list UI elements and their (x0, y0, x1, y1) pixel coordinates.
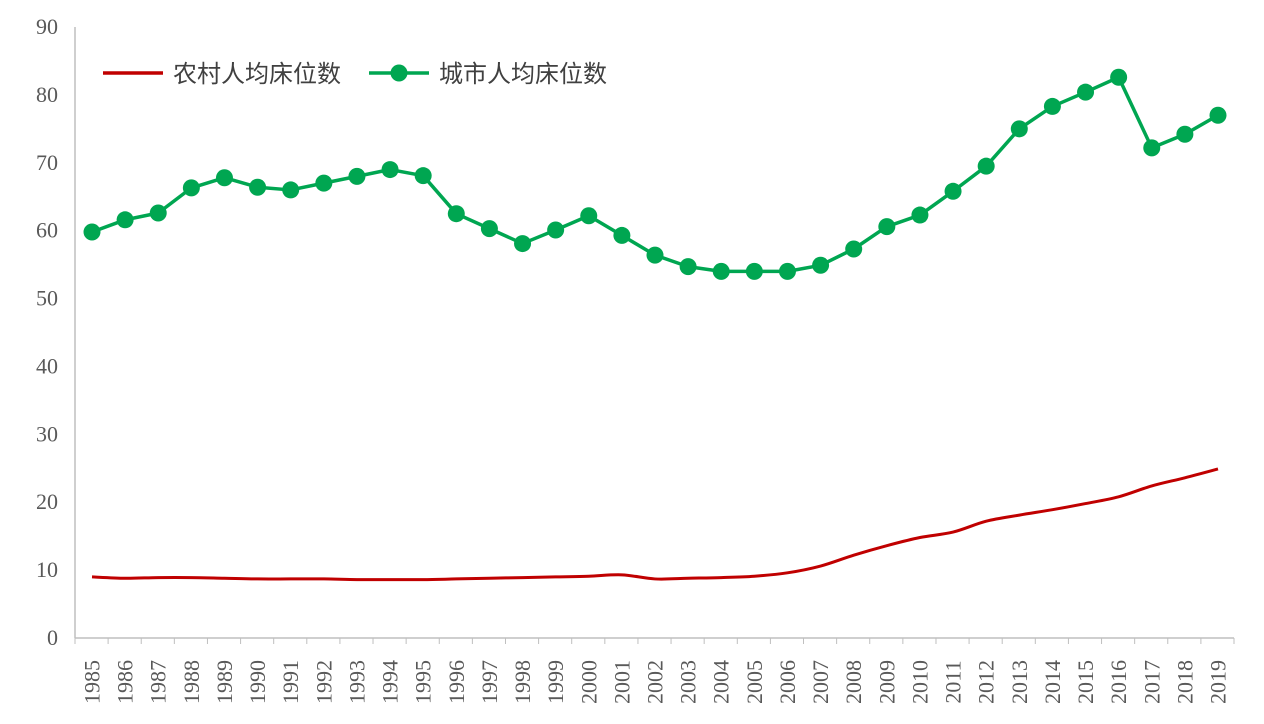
data-point (1110, 68, 1128, 86)
data-point (514, 235, 532, 253)
x-tick-label: 1992 (311, 660, 336, 704)
data-point (1043, 97, 1061, 115)
x-tick-label: 1988 (179, 660, 204, 704)
series-1 (83, 68, 1227, 280)
x-tick-label: 2018 (1172, 660, 1197, 704)
x-tick-label: 1997 (477, 660, 502, 704)
x-tick-label: 1993 (344, 660, 369, 704)
series-0 (91, 467, 1219, 582)
data-point (149, 204, 167, 222)
x-tick-label: 2015 (1073, 660, 1098, 704)
x-tick-label: 2013 (1007, 660, 1032, 704)
data-point (679, 258, 697, 276)
data-point (1143, 139, 1161, 157)
data-point (812, 256, 830, 274)
data-point (414, 167, 432, 185)
x-tick-label: 2017 (1139, 660, 1164, 704)
x-tick-label: 1994 (378, 660, 403, 704)
x-tick-label: 1989 (212, 660, 237, 704)
x-tick-label: 2003 (676, 660, 701, 704)
data-point (580, 207, 598, 225)
x-tick-label: 1986 (113, 660, 138, 704)
x-tick-label: 2002 (643, 660, 668, 704)
y-tick-label: 90 (36, 14, 58, 39)
data-point (911, 206, 929, 224)
data-point (547, 221, 565, 239)
x-tick-label: 1990 (245, 660, 270, 704)
x-tick-label: 2009 (874, 660, 899, 704)
y-tick-label: 0 (47, 625, 58, 650)
data-point (778, 262, 796, 280)
data-point (1176, 125, 1194, 143)
legend-marker-urban (390, 64, 408, 82)
y-tick-label: 50 (36, 286, 58, 311)
x-tick-label: 1999 (543, 660, 568, 704)
data-point (977, 157, 995, 175)
x-tick-label: 2008 (841, 660, 866, 704)
data-point (282, 181, 300, 199)
y-tick-label: 60 (36, 218, 58, 243)
x-tick-label: 2012 (974, 660, 999, 704)
x-tick-label: 2010 (907, 660, 932, 704)
legend-label-urban: 城市人均床位数 (439, 60, 607, 88)
data-point (249, 178, 267, 196)
x-tick-label: 1995 (411, 660, 436, 704)
data-point (348, 167, 366, 185)
x-tick-label: 2016 (1106, 660, 1131, 704)
data-point (447, 205, 465, 223)
x-tick-label: 2001 (609, 660, 634, 704)
data-point (1209, 106, 1227, 124)
data-point (745, 262, 763, 280)
data-point (480, 220, 498, 238)
data-point (381, 161, 399, 179)
data-point (83, 223, 101, 241)
y-tick-label: 30 (36, 421, 58, 446)
y-tick-label: 70 (36, 150, 58, 175)
legend-label-rural: 农村人均床位数 (173, 60, 341, 88)
x-tick-label: 2007 (808, 660, 833, 704)
data-point (646, 246, 664, 264)
legend: 农村人均床位数 城市人均床位数 (103, 60, 607, 88)
x-tick-label: 1985 (80, 660, 105, 704)
y-tick-label: 80 (36, 82, 58, 107)
data-point (182, 179, 200, 197)
x-tick-label: 2019 (1206, 660, 1231, 704)
series-line (91, 467, 1219, 582)
y-axis: 0 10 20 30 40 50 60 70 80 90 (36, 14, 76, 650)
data-point (1077, 83, 1095, 101)
data-point (944, 182, 962, 200)
data-point (315, 174, 333, 192)
x-tick-label: 2014 (1040, 660, 1065, 704)
x-tick-label: 2004 (709, 660, 734, 704)
x-tick-label: 1996 (444, 660, 469, 704)
data-point (878, 218, 896, 236)
data-point (116, 211, 134, 229)
x-tick-label: 2000 (576, 660, 601, 704)
series-layer (83, 68, 1227, 582)
data-point (1010, 120, 1028, 138)
x-tick-label: 2005 (742, 660, 767, 704)
x-tick-label: 1991 (278, 660, 303, 704)
x-tick-label: 1987 (146, 660, 171, 704)
data-point (613, 226, 631, 244)
data-point (845, 240, 863, 258)
y-tick-label: 40 (36, 353, 58, 378)
y-tick-label: 10 (36, 557, 58, 582)
x-tick-label: 1998 (510, 660, 535, 704)
data-point (712, 262, 730, 280)
x-tick-label: 2006 (775, 660, 800, 704)
data-point (215, 169, 233, 187)
x-axis: 1985 1986 1987 1988 1989 1990 1991 1992 1993 1994… (74, 637, 1235, 704)
y-tick-label: 20 (36, 489, 58, 514)
x-tick-label: 2011 (941, 660, 966, 703)
